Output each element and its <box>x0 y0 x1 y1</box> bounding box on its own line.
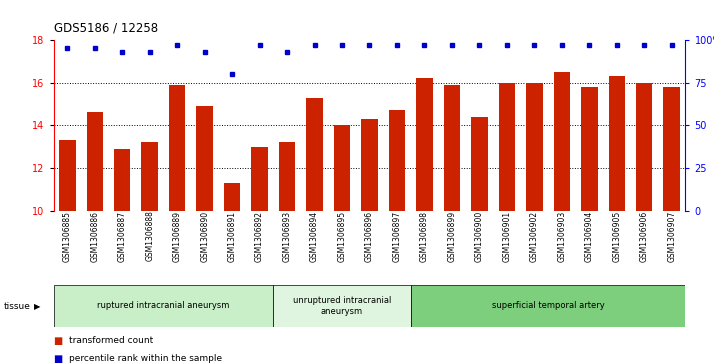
Text: GSM1306902: GSM1306902 <box>530 211 539 262</box>
Text: GSM1306899: GSM1306899 <box>448 211 456 262</box>
Bar <box>443 85 460 211</box>
Text: superficial temporal artery: superficial temporal artery <box>492 301 605 310</box>
Text: GDS5186 / 12258: GDS5186 / 12258 <box>54 22 158 35</box>
Text: GSM1306885: GSM1306885 <box>63 211 72 261</box>
Bar <box>86 113 103 211</box>
Bar <box>59 140 76 211</box>
Bar <box>169 85 186 211</box>
Bar <box>114 149 131 211</box>
Text: ■: ■ <box>54 336 63 346</box>
Text: GSM1306901: GSM1306901 <box>503 211 511 262</box>
Bar <box>251 147 268 211</box>
Bar <box>361 119 378 211</box>
Bar <box>498 82 515 211</box>
Text: transformed count: transformed count <box>69 336 154 345</box>
Text: GSM1306896: GSM1306896 <box>365 211 374 262</box>
Bar <box>333 125 351 211</box>
Bar <box>663 87 680 211</box>
Text: GSM1306889: GSM1306889 <box>173 211 181 261</box>
Text: GSM1306893: GSM1306893 <box>283 211 291 262</box>
Text: GSM1306887: GSM1306887 <box>118 211 126 261</box>
Text: GSM1306898: GSM1306898 <box>420 211 429 261</box>
Text: GSM1306906: GSM1306906 <box>640 211 649 262</box>
Text: GSM1306892: GSM1306892 <box>255 211 264 261</box>
Text: GSM1306888: GSM1306888 <box>145 211 154 261</box>
Bar <box>306 98 323 211</box>
Bar <box>526 82 543 211</box>
Bar <box>608 76 625 211</box>
Text: GSM1306900: GSM1306900 <box>475 211 484 262</box>
Bar <box>224 183 241 211</box>
Text: percentile rank within the sample: percentile rank within the sample <box>69 354 222 363</box>
Text: tissue: tissue <box>4 302 31 311</box>
Text: GSM1306895: GSM1306895 <box>338 211 346 262</box>
Bar <box>196 106 213 211</box>
Text: GSM1306907: GSM1306907 <box>667 211 676 262</box>
Bar <box>416 78 433 211</box>
Bar <box>411 285 685 327</box>
Text: ▶: ▶ <box>34 302 41 311</box>
Text: GSM1306890: GSM1306890 <box>200 211 209 262</box>
Text: ruptured intracranial aneurysm: ruptured intracranial aneurysm <box>97 301 230 310</box>
Bar <box>54 285 273 327</box>
Text: GSM1306894: GSM1306894 <box>310 211 319 262</box>
Text: unruptured intracranial
aneurysm: unruptured intracranial aneurysm <box>293 296 391 316</box>
Bar <box>553 72 570 211</box>
Bar <box>273 285 411 327</box>
Bar <box>471 117 488 211</box>
Text: GSM1306897: GSM1306897 <box>393 211 401 262</box>
Bar <box>388 110 406 211</box>
Bar <box>279 142 296 211</box>
Text: GSM1306904: GSM1306904 <box>585 211 594 262</box>
Text: ■: ■ <box>54 354 63 363</box>
Text: GSM1306903: GSM1306903 <box>558 211 566 262</box>
Bar <box>636 82 653 211</box>
Text: GSM1306905: GSM1306905 <box>613 211 621 262</box>
Text: GSM1306886: GSM1306886 <box>90 211 99 261</box>
Bar <box>581 87 598 211</box>
Bar <box>141 142 158 211</box>
Text: GSM1306891: GSM1306891 <box>228 211 236 261</box>
